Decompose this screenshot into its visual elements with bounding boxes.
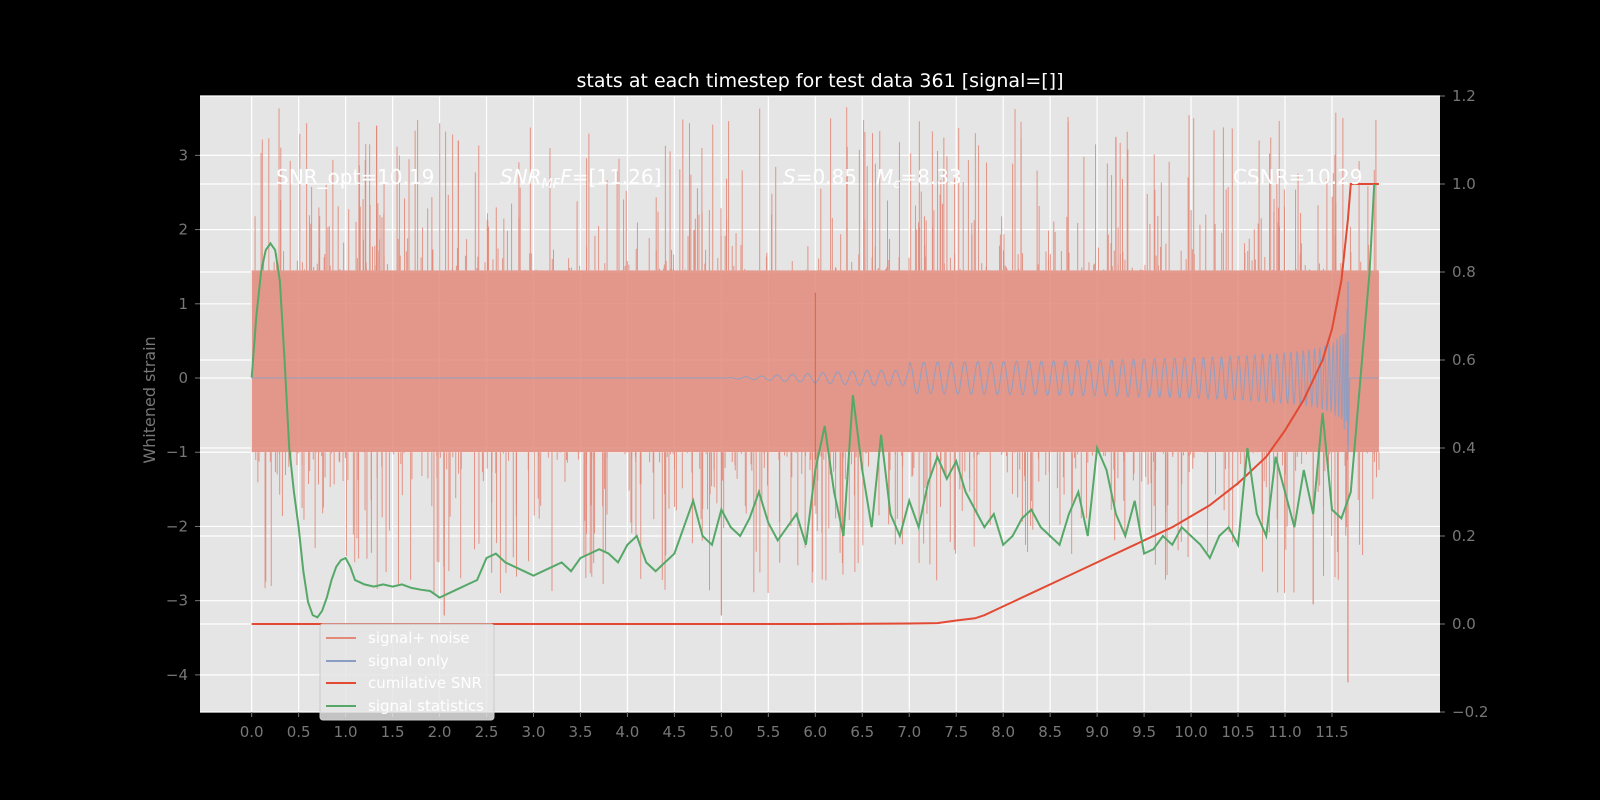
annotation-snr-mf-label: SNR bbox=[500, 165, 542, 189]
x-tick-label: 7.5 bbox=[944, 723, 968, 741]
annotation-snr-mf: SNRMFF=[11.26] bbox=[500, 165, 661, 192]
y-left-tick-label: 2 bbox=[178, 221, 188, 239]
annotation-mc-sub: c bbox=[893, 177, 900, 192]
x-tick-label: 9.5 bbox=[1132, 723, 1156, 741]
y-right-tick-label: 1.0 bbox=[1452, 175, 1476, 193]
annotation-mc-value: =8.33 bbox=[900, 165, 961, 189]
y-left-tick-label: −3 bbox=[166, 592, 188, 610]
annotation-snr-mf-f: F bbox=[560, 165, 572, 189]
x-tick-label: 2.0 bbox=[428, 723, 452, 741]
x-tick-label: 1.0 bbox=[334, 723, 358, 741]
annotation-snr-mf-value: =[11.26] bbox=[572, 165, 662, 189]
x-tick-label: 10.5 bbox=[1221, 723, 1254, 741]
x-tick-label: 6.0 bbox=[803, 723, 827, 741]
y-right-tick-label: 0.8 bbox=[1452, 263, 1476, 281]
x-tick-label: 10.0 bbox=[1174, 723, 1207, 741]
annotation-mc: Mc=8.33 bbox=[876, 165, 962, 192]
x-tick-label: 5.5 bbox=[756, 723, 780, 741]
x-tick-label: 8.0 bbox=[991, 723, 1015, 741]
x-tick-label: 11.0 bbox=[1268, 723, 1301, 741]
x-tick-label: 11.5 bbox=[1315, 723, 1348, 741]
x-tick-label: 5.0 bbox=[709, 723, 733, 741]
y-left-tick-label: 3 bbox=[178, 146, 188, 164]
legend-label-signal-only: signal only bbox=[368, 652, 449, 670]
series-lines bbox=[250, 183, 1379, 625]
annotation-s-value: =0.85 bbox=[796, 165, 857, 189]
cumulative-snr-line bbox=[251, 183, 1379, 625]
y-right-tick-label: 0.4 bbox=[1452, 439, 1476, 457]
x-tick-label: 8.5 bbox=[1038, 723, 1062, 741]
y-axis-label: Whitened strain bbox=[140, 336, 159, 463]
signal-statistics-line bbox=[250, 183, 1376, 619]
annotation-s-label: S bbox=[783, 165, 796, 189]
x-tick-label: 0.0 bbox=[240, 723, 264, 741]
y-left-tick-label: −2 bbox=[166, 517, 188, 535]
annotation-s: S=0.85 bbox=[783, 165, 857, 189]
x-tick-label: 7.0 bbox=[897, 723, 921, 741]
legend-box bbox=[319, 623, 495, 721]
x-tick-label: 2.5 bbox=[475, 723, 499, 741]
legend-label-cumulative-snr: cumilative SNR bbox=[368, 674, 482, 692]
y-left-tick-label: −4 bbox=[166, 666, 188, 684]
x-tick-label: 6.5 bbox=[850, 723, 874, 741]
y-right-tick-label: 1.2 bbox=[1452, 87, 1476, 105]
signal-only-line bbox=[251, 309, 1379, 454]
legend: signal+ noise signal only cumilative SNR… bbox=[319, 623, 495, 721]
y-left-tick-label: 0 bbox=[178, 369, 188, 387]
y-right-tick-label: −0.2 bbox=[1452, 703, 1488, 721]
annotation-snr-opt: SNR_opt=10.19 bbox=[276, 165, 434, 189]
annotation-csnr: CSNR=10.29 bbox=[1233, 165, 1363, 189]
axis-ticks: 0.0 0.5 1.0 1.5 2.0 2.5 3.0 3.5 4.0 4.5 5.0 5.5 6.0 6… bbox=[166, 87, 1489, 741]
legend-label-signal-statistics: signal statistics bbox=[368, 697, 484, 715]
x-tick-label: 9.0 bbox=[1085, 723, 1109, 741]
chart-title: stats at each timestep for test data 361… bbox=[576, 70, 1063, 92]
annotation-mc-label: M bbox=[876, 165, 893, 189]
x-tick-label: 4.0 bbox=[615, 723, 639, 741]
x-tick-label: 0.5 bbox=[287, 723, 311, 741]
y-right-tick-label: 0.0 bbox=[1452, 615, 1476, 633]
annotation-snr-mf-sub: MF bbox=[542, 177, 561, 192]
x-tick-label: 1.5 bbox=[381, 723, 405, 741]
legend-label-signal-plus-noise: signal+ noise bbox=[368, 629, 470, 647]
x-tick-label: 3.5 bbox=[569, 723, 593, 741]
series-signal-only bbox=[251, 281, 1379, 460]
y-left-tick-label: 1 bbox=[178, 295, 188, 313]
x-tick-label: 3.0 bbox=[522, 723, 546, 741]
y-right-tick-label: 0.6 bbox=[1452, 351, 1476, 369]
y-left-tick-label: −1 bbox=[166, 443, 188, 461]
y-right-tick-label: 0.2 bbox=[1452, 527, 1476, 545]
x-tick-label: 4.5 bbox=[662, 723, 686, 741]
